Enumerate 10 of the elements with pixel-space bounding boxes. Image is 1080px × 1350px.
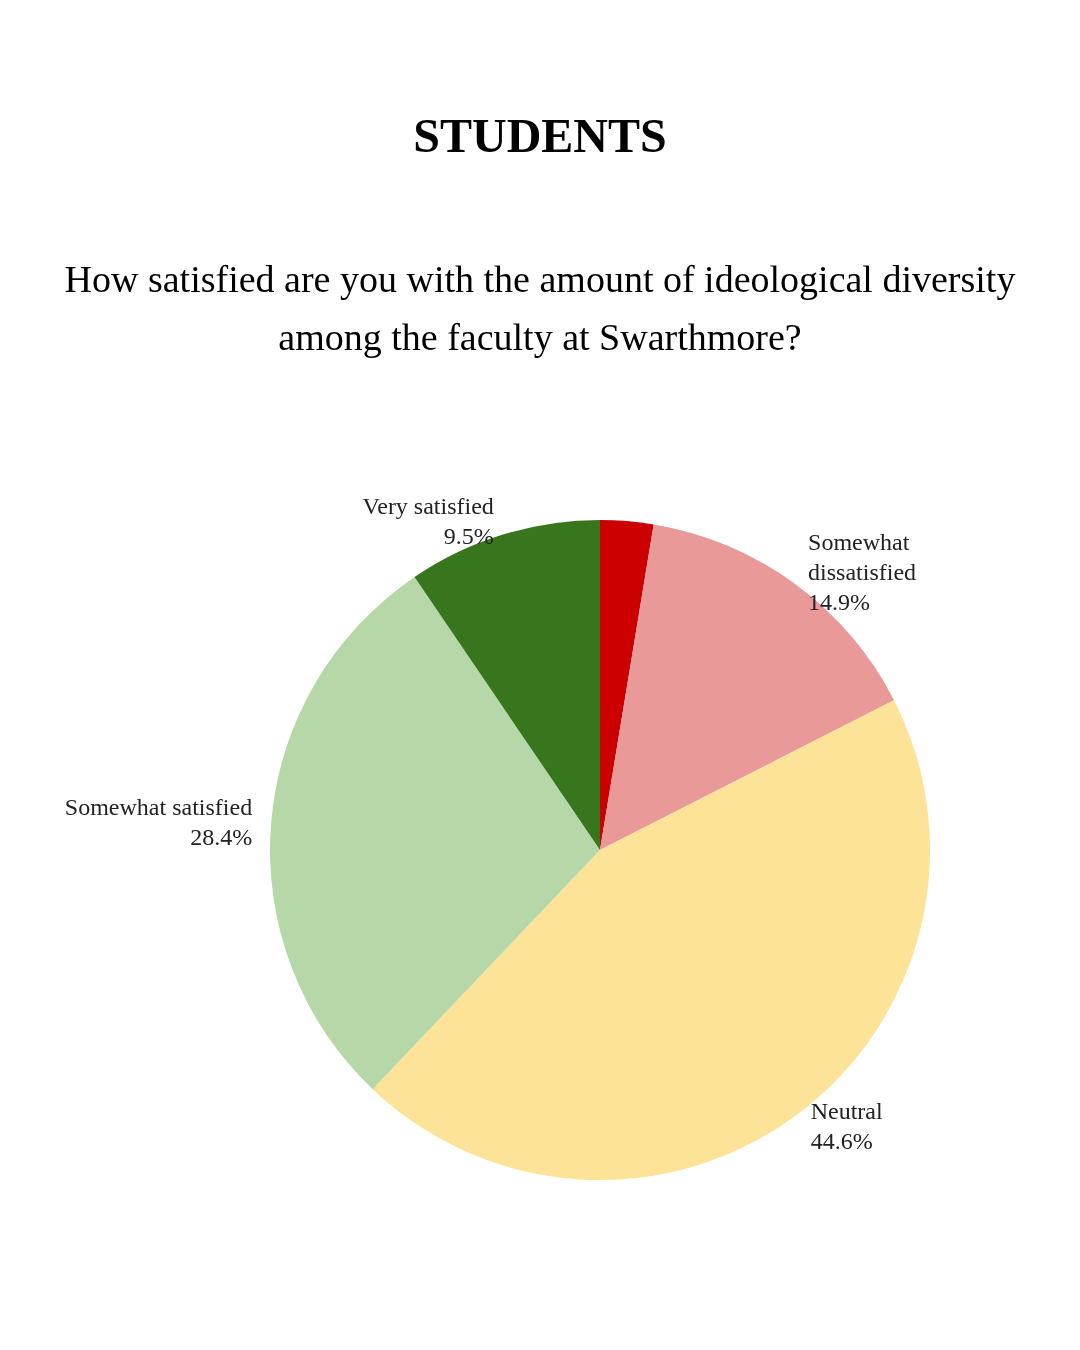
data-label: 44.6% [810,1127,873,1154]
slice-label: Neutral [810,1097,883,1124]
data-label: 28.4% [190,823,253,850]
chart-title: STUDENTS [412,108,668,163]
slice-label: Somewhat dissatisfied [808,529,917,586]
data-label: 9.5% [443,523,494,550]
slice-label: Very satisfied [362,493,494,520]
slice-label: Somewhat satisfied [64,793,253,820]
chart-subtitle: How satisfied are you with the amount of ideological diversity among the faculty at Swarthmore? [63,257,1017,360]
data-label: 14.9% [808,589,871,616]
